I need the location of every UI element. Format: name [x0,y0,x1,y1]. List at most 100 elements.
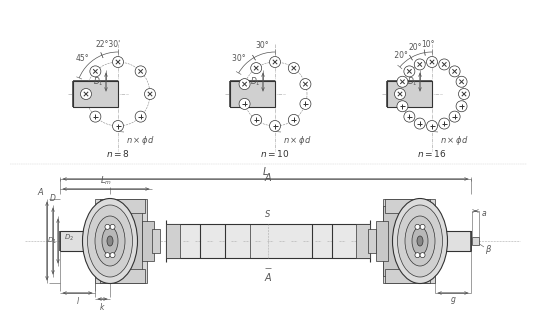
Circle shape [459,88,469,99]
Circle shape [239,98,250,110]
Text: $A$: $A$ [264,271,272,283]
Circle shape [414,118,425,129]
Bar [385,269,430,283]
Ellipse shape [107,236,113,246]
Ellipse shape [102,227,118,255]
Circle shape [270,56,280,67]
Text: $n\times\phi d$: $n\times\phi d$ [283,134,311,147]
Bar [383,206,405,276]
Circle shape [439,59,450,70]
Text: $n\times\phi d$: $n\times\phi d$ [440,134,468,147]
Bar [73,81,118,107]
Circle shape [415,253,420,258]
Circle shape [439,118,450,129]
Text: $L_m$: $L_m$ [100,174,112,187]
Bar [152,229,160,253]
Circle shape [426,121,438,131]
Ellipse shape [88,205,133,277]
Ellipse shape [95,216,125,266]
Ellipse shape [397,205,442,277]
Text: 30°: 30° [255,41,269,50]
Text: $n\times\phi d$: $n\times\phi d$ [126,134,155,147]
Text: $A$: $A$ [264,171,272,183]
Text: $S$: $S$ [265,208,272,219]
Circle shape [144,88,156,99]
Bar [230,81,275,107]
Text: 20°: 20° [408,42,422,52]
Bar [435,231,471,251]
Circle shape [135,66,146,77]
Text: 20°: 20° [392,51,408,60]
Bar [368,229,376,253]
Text: $L$: $L$ [262,165,268,177]
Text: $n=16$: $n=16$ [417,148,447,159]
Text: $D_1$: $D_1$ [47,236,57,246]
Circle shape [300,98,311,110]
Circle shape [90,111,101,122]
Circle shape [395,88,405,99]
Text: 45°: 45° [76,54,90,63]
Text: $D_2$: $D_2$ [64,233,74,243]
Bar [472,237,479,245]
Circle shape [449,66,460,77]
Ellipse shape [393,199,447,284]
Bar [387,81,432,107]
Ellipse shape [412,227,428,255]
Bar [385,199,430,213]
Text: $l$: $l$ [76,295,80,306]
Circle shape [449,111,460,122]
Text: $D$: $D$ [49,192,57,203]
Circle shape [135,111,146,122]
Circle shape [90,66,101,77]
Circle shape [110,253,115,258]
Text: $D_1$: $D_1$ [407,76,418,88]
Circle shape [110,224,115,230]
Circle shape [112,121,124,131]
Bar [100,269,145,283]
Circle shape [251,114,262,126]
Circle shape [456,101,467,112]
Circle shape [420,253,425,258]
Bar [60,231,96,251]
Circle shape [404,111,415,122]
Bar [95,199,147,283]
Circle shape [288,114,299,126]
Text: 30°: 30° [231,54,248,63]
Text: $n=10$: $n=10$ [260,148,290,159]
Circle shape [415,224,420,230]
Circle shape [456,76,467,87]
Circle shape [397,76,408,87]
Circle shape [81,88,91,99]
Circle shape [105,224,110,230]
Bar [100,199,145,213]
Text: $k$: $k$ [99,301,105,312]
Circle shape [404,66,415,77]
Bar [356,224,370,258]
Text: $a$: $a$ [481,210,487,218]
Text: $A$: $A$ [38,186,45,197]
Text: 10°: 10° [421,40,434,49]
Bar [178,224,358,258]
Bar [166,224,180,258]
Circle shape [288,63,299,74]
Circle shape [112,56,124,67]
Bar [142,221,154,261]
Bar [383,199,435,283]
Circle shape [105,253,110,258]
Text: $g$: $g$ [449,295,456,306]
Text: $D_1$: $D_1$ [93,76,104,88]
Text: $D_1$: $D_1$ [250,76,261,88]
Circle shape [239,79,250,90]
Circle shape [251,63,262,74]
Circle shape [414,59,425,70]
Text: 22°30': 22°30' [96,40,121,50]
Bar [120,206,142,276]
Circle shape [420,224,425,230]
Circle shape [397,101,408,112]
Text: $\beta$: $\beta$ [485,243,492,256]
Text: $n=8$: $n=8$ [106,148,130,159]
Bar [376,221,388,261]
Ellipse shape [405,216,435,266]
Ellipse shape [83,199,137,284]
Circle shape [300,79,311,90]
